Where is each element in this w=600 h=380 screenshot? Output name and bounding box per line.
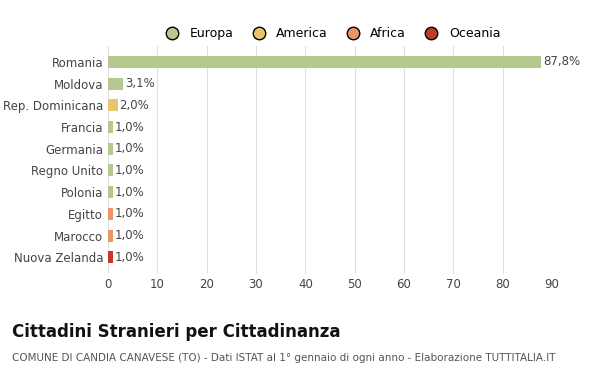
Text: 1,0%: 1,0% [115, 251, 144, 264]
Text: 87,8%: 87,8% [544, 55, 581, 68]
Text: 1,0%: 1,0% [115, 120, 144, 133]
Bar [108, 230, 113, 242]
Text: 2,0%: 2,0% [119, 99, 149, 112]
Text: COMUNE DI CANDIA CANAVESE (TO) - Dati ISTAT al 1° gennaio di ogni anno - Elabora: COMUNE DI CANDIA CANAVESE (TO) - Dati IS… [12, 353, 556, 363]
Bar [108, 208, 113, 220]
Legend: Europa, America, Africa, Oceania: Europa, America, Africa, Oceania [155, 22, 505, 45]
Text: 1,0%: 1,0% [115, 186, 144, 199]
Bar [108, 78, 123, 90]
Bar [108, 100, 118, 111]
Bar [108, 143, 113, 155]
Text: 3,1%: 3,1% [125, 77, 155, 90]
Bar [108, 56, 541, 68]
Bar [108, 251, 113, 263]
Bar [108, 186, 113, 198]
Text: 1,0%: 1,0% [115, 142, 144, 155]
Bar [108, 121, 113, 133]
Bar [108, 165, 113, 176]
Text: Cittadini Stranieri per Cittadinanza: Cittadini Stranieri per Cittadinanza [12, 323, 341, 341]
Text: 1,0%: 1,0% [115, 207, 144, 220]
Text: 1,0%: 1,0% [115, 229, 144, 242]
Text: 1,0%: 1,0% [115, 164, 144, 177]
